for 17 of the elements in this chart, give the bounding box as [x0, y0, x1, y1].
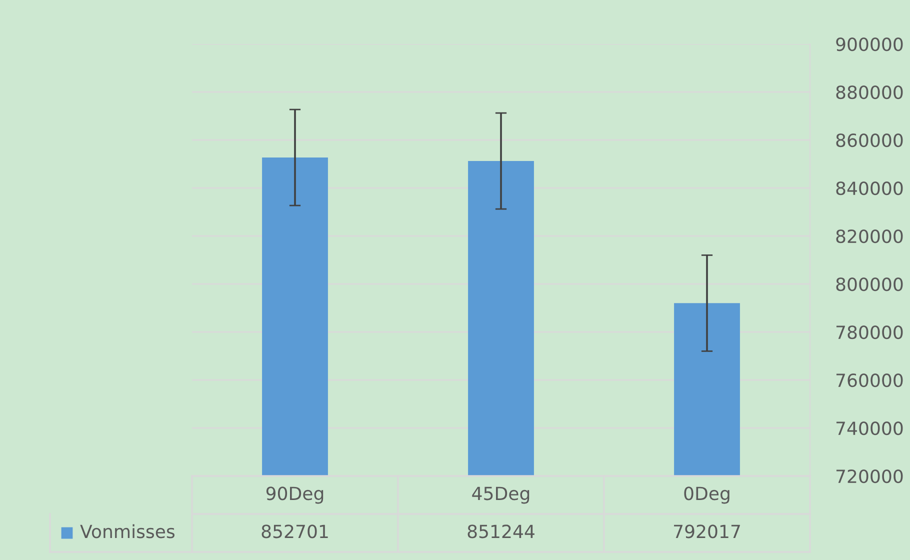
- x-tick-label: 90Deg: [266, 486, 324, 504]
- y-tick-label: 820000: [836, 229, 903, 244]
- y-tick-label: 880000: [836, 85, 903, 100]
- y-tick-label: 780000: [836, 325, 903, 340]
- x-tick-label: 0Deg: [684, 486, 730, 504]
- x-tick-label: 45Deg: [472, 486, 530, 504]
- y-tick-label: 840000: [836, 181, 903, 196]
- y-tick-label: 860000: [836, 133, 903, 148]
- data-label: 792017: [674, 524, 740, 538]
- y-tick-label: 720000: [836, 469, 903, 484]
- y-tick-label: 760000: [836, 373, 903, 388]
- y-tick-label: 800000: [836, 277, 903, 292]
- data-label: 851244: [468, 524, 534, 538]
- y-tick-label: 900000: [836, 37, 903, 52]
- legend-label: Vonmisses: [80, 524, 174, 538]
- data-label: 852701: [262, 524, 328, 538]
- y-tick-label: 740000: [836, 421, 903, 436]
